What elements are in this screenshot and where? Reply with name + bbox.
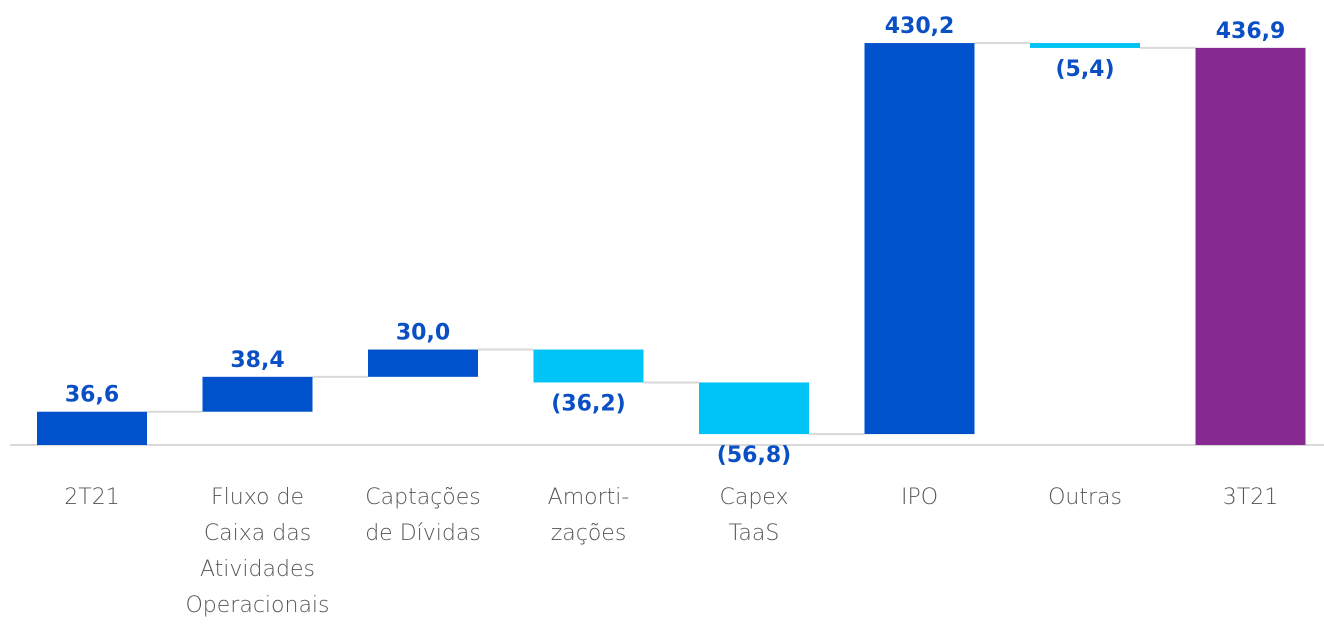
category-label: zações [551,521,627,546]
bar [864,43,975,435]
category-label: Outras [1048,485,1122,510]
category-label: Operacionais [185,593,329,618]
value-label: 430,2 [885,14,955,39]
value-label: (56,8) [717,443,791,468]
category-label: Atividades [200,557,315,582]
bar [1195,47,1306,445]
bar [1030,43,1140,48]
value-label: 30,0 [396,321,450,346]
bar [533,349,644,383]
value-label: 436,9 [1216,19,1286,44]
category-label: IPO [901,485,938,510]
category-label: Amorti- [548,485,630,510]
value-label: 36,6 [65,383,119,408]
value-label: (36,2) [551,391,625,416]
category-label: Captações [365,485,480,510]
category-label: 3T21 [1223,485,1278,510]
category-label: de Dívidas [365,521,481,546]
bar [202,376,313,412]
category-label: TaaS [729,521,780,546]
bar [368,349,478,377]
category-label: 2T21 [64,485,119,510]
value-label: 38,4 [230,348,284,373]
value-label: (5,4) [1055,57,1114,82]
category-label: Fluxo de [211,485,304,510]
bar [699,382,809,435]
category-label: Caixa das [204,521,311,546]
category-label: Capex [720,485,789,510]
bar [37,411,147,445]
